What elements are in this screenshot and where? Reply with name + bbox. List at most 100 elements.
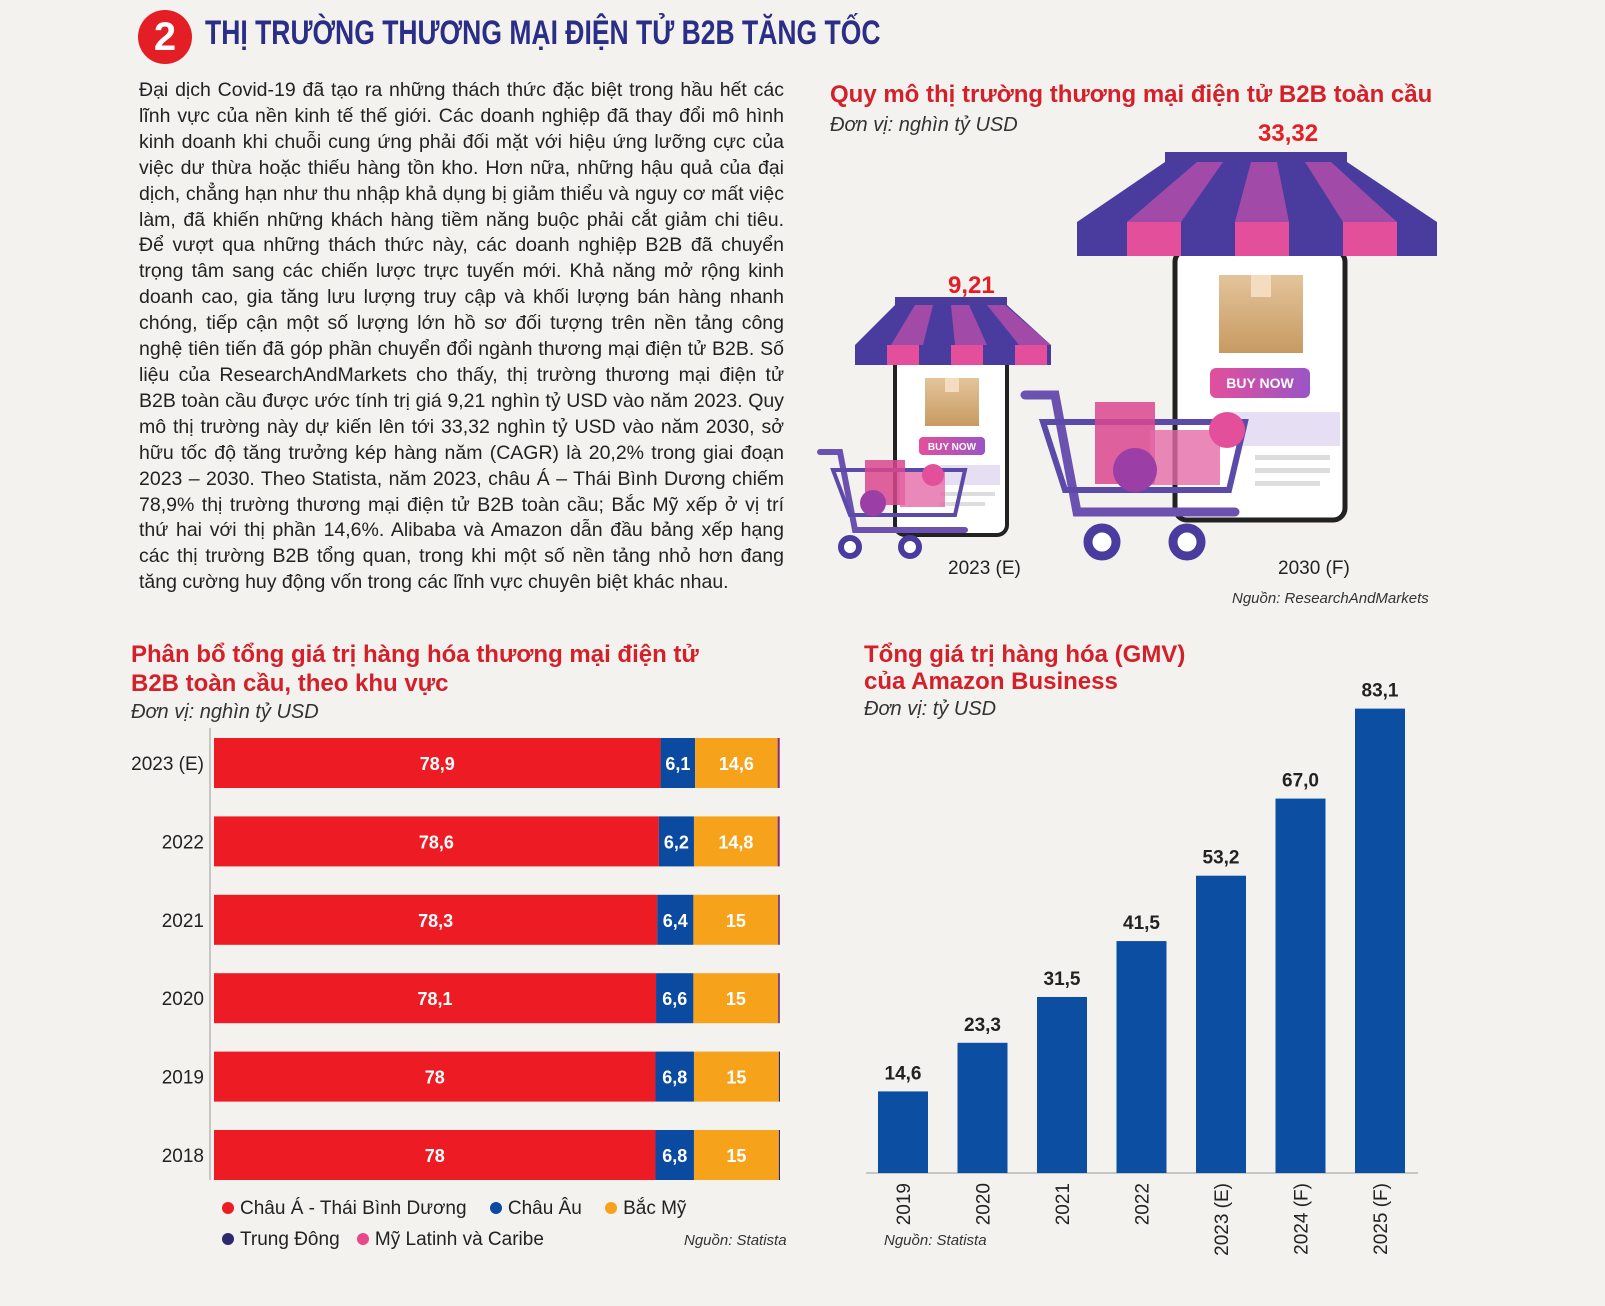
bar-segment [660, 738, 696, 788]
category-label: 2024 (F) [1292, 1183, 1313, 1255]
data-label: 14,6 [719, 754, 754, 774]
market-size-unit: Đơn vị: nghìn tỷ USD [830, 114, 1018, 136]
distribution-title-line2: B2B toàn cầu, theo khu vực [131, 670, 449, 697]
bar [1037, 996, 1087, 1173]
data-label: 78,9 [420, 754, 455, 774]
legend-item-middle-east: Trung Đông [222, 1229, 340, 1250]
legend-item-europe: Châu Âu [489, 1198, 582, 1219]
bar-segment [778, 816, 780, 867]
data-label: 83,1 [1362, 681, 1399, 702]
data-label: 67,0 [1282, 771, 1319, 792]
distribution-unit: Đơn vị: nghìn tỷ USD [131, 701, 319, 723]
gmv-unit: Đơn vị: tỷ USD [864, 698, 997, 720]
bar [1355, 708, 1405, 1173]
gmv-bar-chart: 14,6 2019 23,3 2020 31,5 2021 41,5 2022 53,2 2023… [866, 681, 1418, 1256]
data-label: 6,6 [662, 989, 687, 1009]
bar-segment [778, 1051, 780, 1102]
legend-item-latam: Mỹ Latinh và Caribe [356, 1229, 544, 1250]
small-store: BUY NOW [817, 297, 1051, 559]
distribution-title-line1: Phân bổ tổng giá trị hàng hóa thương mại… [131, 641, 699, 668]
bar-segment [214, 738, 661, 788]
bar-segment [693, 1130, 779, 1180]
data-label: 23,3 [964, 1015, 1001, 1036]
data-label: 15 [726, 1146, 746, 1166]
data-label: 15 [726, 1068, 746, 1088]
category-label: 2025 (F) [1371, 1183, 1392, 1255]
gmv-title-line2: của Amazon Business [864, 668, 1118, 695]
market-size-source: Nguồn: ResearchAndMarkets [1232, 590, 1429, 607]
section-number-badge: 2 [138, 10, 192, 64]
distribution-stacked-bar-chart: 2023 (E) 78,9 6,1 14,6 2022 78,6 6,2 14,8 2021 78… [131, 728, 780, 1180]
category-label: 2020 [974, 1183, 995, 1225]
bar-segment [777, 738, 779, 788]
data-label: 15 [726, 989, 746, 1009]
legend-label-europe: Châu Âu [507, 1198, 582, 1219]
legend-dot-europe [489, 1202, 502, 1214]
year-label-2030: 2030 (F) [1278, 558, 1350, 579]
market-size-illustration: BUY NOW BUY NOW [817, 152, 1437, 561]
legend-dot-middle-east [222, 1233, 234, 1245]
bar-segment [658, 816, 694, 867]
bar-segment [693, 973, 779, 1024]
data-label: 78,6 [419, 832, 454, 852]
bar [1275, 798, 1326, 1173]
bar-segment [657, 894, 694, 945]
category-label: 2018 [162, 1146, 204, 1167]
legend-label-middle-east: Trung Đông [240, 1229, 340, 1250]
bar-segment [214, 894, 658, 945]
svg-text:BUY NOW: BUY NOW [928, 442, 977, 453]
data-label: 15 [726, 911, 746, 931]
bar-segment [214, 1051, 656, 1102]
legend-item-north-america: Bắc Mỹ [605, 1198, 686, 1219]
category-label: 2021 [1053, 1183, 1074, 1225]
category-label: 2019 [894, 1183, 915, 1225]
data-label: 6,8 [662, 1146, 687, 1166]
page-title: THỊ TRƯỜNG THƯƠNG MẠI ĐIỆN TỬ B2B TĂNG T… [205, 14, 881, 52]
data-label: 6,8 [662, 1068, 687, 1088]
bar-segment [779, 973, 780, 1024]
legend-dot-asia [222, 1202, 234, 1214]
legend-label-asia: Châu Á - Thái Bình Dương [240, 1198, 467, 1219]
bar-segment [656, 973, 694, 1024]
category-label: 2022 [1133, 1183, 1154, 1225]
distribution-source: Nguồn: Statista [684, 1232, 787, 1249]
data-label: 78,1 [417, 989, 452, 1009]
bar-segment [655, 1130, 694, 1180]
data-label: 31,5 [1044, 969, 1081, 990]
bar-segment [778, 894, 780, 945]
category-label: 2023 (E) [131, 754, 204, 775]
data-label: 53,2 [1203, 848, 1240, 869]
bar-segment [777, 816, 779, 867]
bar-segment [214, 1130, 656, 1180]
data-label: 6,2 [664, 832, 689, 852]
category-label: 2020 [162, 989, 204, 1010]
bar-segment [778, 973, 780, 1024]
bar [1196, 875, 1246, 1173]
data-label: 78 [425, 1146, 445, 1166]
bar-segment [779, 894, 780, 945]
gmv-title-line1: Tổng giá trị hàng hóa (GMV) [864, 641, 1186, 668]
intro-paragraph: Đại dịch Covid-19 đã tạo ra những thách … [139, 79, 784, 594]
bar-segment [778, 738, 780, 788]
legend-label-latam: Mỹ Latinh và Caribe [374, 1229, 544, 1250]
bar [957, 1042, 1008, 1173]
data-label: 14,6 [885, 1063, 922, 1084]
bar-segment [695, 738, 778, 788]
category-label: 2023 (E) [1212, 1183, 1233, 1256]
distribution-legend-row1: Châu Á - Thái Bình Dương Châu Âu Bắc Mỹ [222, 1198, 686, 1220]
category-label: 2019 [162, 1068, 204, 1089]
distribution-legend-row2: Trung Đông Mỹ Latinh và Caribe [222, 1229, 544, 1251]
bar-segment [214, 816, 659, 867]
category-label: 2022 [162, 832, 204, 853]
legend-item-asia: Châu Á - Thái Bình Dương [222, 1198, 467, 1219]
year-label-2023: 2023 (E) [948, 558, 1021, 579]
big-store: BUY NOW [1020, 152, 1437, 561]
bar-segment [693, 1051, 779, 1102]
legend-dot-north-america [605, 1202, 618, 1214]
gmv-source: Nguồn: Statista [884, 1232, 987, 1249]
bar-segment [214, 973, 657, 1024]
legend-label-north-america: Bắc Mỹ [623, 1198, 687, 1219]
value-label-2030: 33,32 [1258, 120, 1319, 147]
data-label: 78,3 [418, 911, 453, 931]
data-label: 78 [425, 1068, 445, 1088]
